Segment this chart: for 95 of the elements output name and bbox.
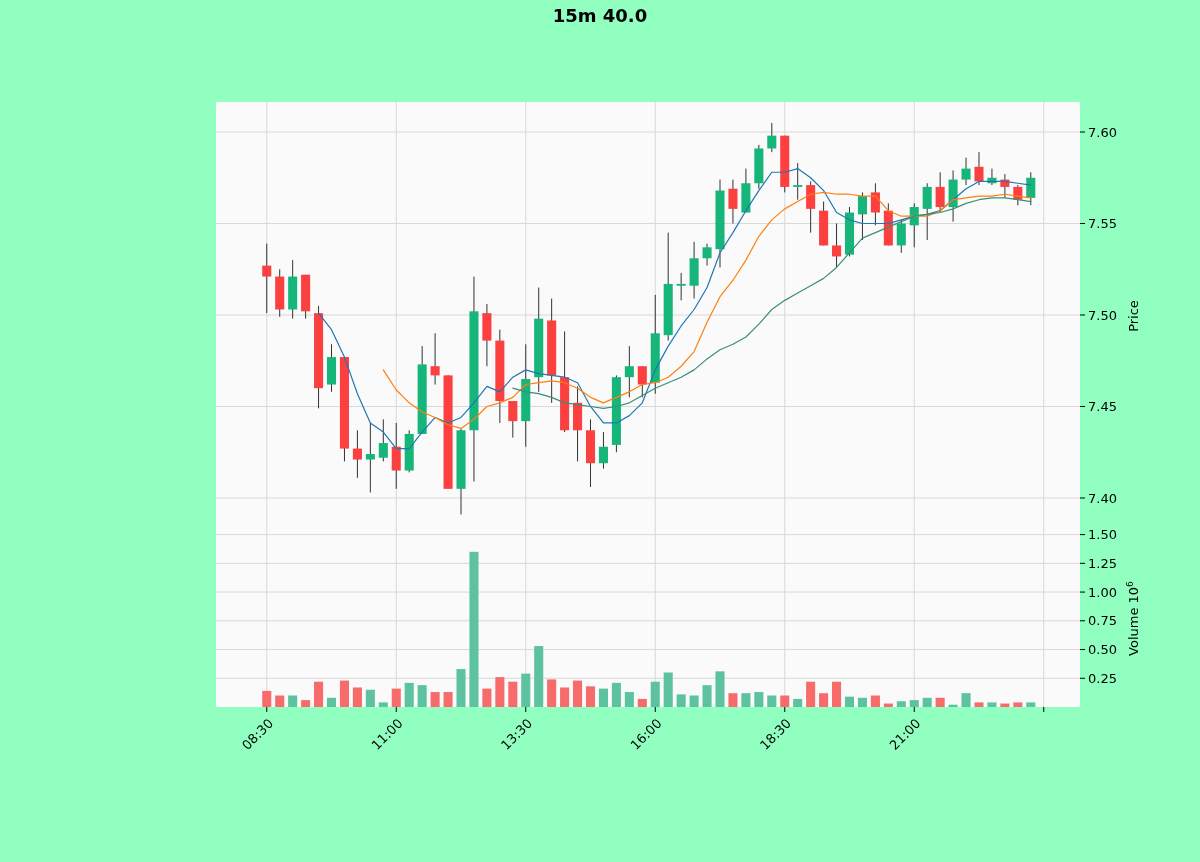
candlestick [262,243,272,314]
bar [585,686,596,707]
bar [508,681,518,707]
bar [754,692,764,707]
bar [793,698,803,707]
bar [987,702,997,707]
bar [663,672,673,707]
bar [870,695,880,707]
bar [1026,702,1036,707]
y-tick-label: 7.50 [1088,307,1117,323]
y-axis-title: Price [1126,300,1141,332]
y-tick-label: 0.50 [1088,642,1117,658]
candlestick [857,191,867,241]
bar [780,695,790,707]
candlestick [430,332,440,386]
bar [275,695,285,707]
bar [896,701,906,707]
bar [521,673,531,707]
bar [741,693,751,707]
bar [469,551,479,707]
bar [482,688,492,707]
bar [974,702,984,707]
bar [404,682,414,707]
bar [806,681,816,707]
bar [352,687,362,707]
candlestick [676,272,686,301]
bar [637,698,647,707]
candlestick [961,157,971,186]
candlestick [793,162,803,201]
bar [676,694,686,707]
y-tick-label: 1.25 [1088,555,1117,571]
bar [909,700,919,707]
bar [598,688,608,707]
bar [417,685,427,707]
bar [650,681,660,707]
candlestick [365,422,375,493]
candlestick [974,151,984,186]
bar [547,679,557,707]
bar [288,695,298,707]
bar [922,697,932,707]
candlestick [637,365,647,398]
bar [702,685,712,707]
bar [314,681,324,707]
candlestick [728,179,738,224]
chart-title: 15m 40.0 [552,5,648,26]
candlestick [870,182,880,226]
candlestick [352,429,362,479]
bar [961,693,971,707]
y-tick-label: 7.60 [1088,124,1117,140]
bar [728,693,738,707]
bar [819,693,829,707]
bar [611,682,621,707]
candlestick [378,418,388,462]
y-tick-label: 7.55 [1088,216,1117,232]
bar [391,688,401,707]
candlestick [935,171,945,214]
candlestick [508,400,518,439]
candlestick [702,243,712,267]
candlestick [1026,171,1036,206]
bar [844,696,855,707]
y-tick-label: 7.40 [1088,490,1117,506]
candlestick [624,345,634,398]
bar [326,697,337,707]
candlestick [832,223,842,268]
y-tick-label: 0.75 [1088,613,1117,629]
bar [935,697,945,707]
bar [262,690,272,707]
candlestick [767,122,777,153]
candlestick [896,219,906,254]
y-tick-label: 7.45 [1088,399,1117,415]
bar [495,677,505,707]
y-tick-label: 0.25 [1088,670,1117,686]
bar [689,695,699,707]
bar [857,697,867,707]
bar [456,669,466,707]
candlestick [922,182,932,241]
bar [301,700,311,707]
bar [573,680,583,707]
bar [1013,702,1023,707]
bar [339,680,349,707]
candlestick [391,422,401,490]
bar [560,687,570,707]
bar [365,689,375,707]
bar [534,646,544,707]
y-tick-label: 1.50 [1088,527,1117,543]
y-tick-label: 1.00 [1088,584,1117,600]
bar [715,671,725,707]
bar [443,692,453,707]
candlestick [598,431,608,470]
bar [832,681,842,707]
bar [624,692,634,707]
bar [378,702,388,707]
bar [430,692,440,707]
bar [767,695,777,707]
candlestick [806,180,816,234]
